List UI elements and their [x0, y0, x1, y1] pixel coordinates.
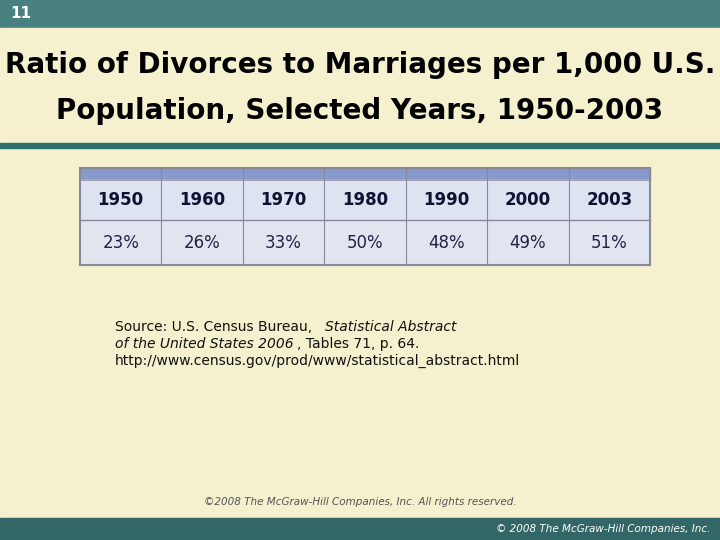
Bar	[0, 0, 720, 28]
Text: Population, Selected Years, 1950-2003: Population, Selected Years, 1950-2003	[56, 97, 664, 125]
Text: 50%: 50%	[347, 233, 383, 252]
Bar	[80, 168, 650, 180]
Text: Statistical Abstract: Statistical Abstract	[325, 320, 456, 334]
Text: 1980: 1980	[342, 191, 388, 209]
Bar	[80, 180, 650, 220]
Text: 2000: 2000	[505, 191, 551, 209]
Text: http://www.census.gov/prod/www/statistical_abstract.html: http://www.census.gov/prod/www/statistic…	[115, 354, 521, 368]
Text: 23%: 23%	[102, 233, 139, 252]
Text: 48%: 48%	[428, 233, 464, 252]
Text: ©2008 The McGraw-Hill Companies, Inc. All rights reserved.: ©2008 The McGraw-Hill Companies, Inc. Al…	[204, 497, 516, 507]
Bar	[80, 220, 650, 265]
Text: © 2008 The McGraw-Hill Companies, Inc.: © 2008 The McGraw-Hill Companies, Inc.	[495, 524, 710, 534]
Text: 1960: 1960	[179, 191, 225, 209]
Text: 1950: 1950	[98, 191, 144, 209]
Bar	[0, 28, 720, 143]
Bar	[80, 168, 650, 265]
Bar	[0, 143, 720, 148]
Bar	[0, 518, 720, 540]
Text: 1970: 1970	[261, 191, 307, 209]
Text: 2003: 2003	[586, 191, 632, 209]
Text: 33%: 33%	[265, 233, 302, 252]
Text: 11: 11	[10, 6, 31, 22]
Text: 26%: 26%	[184, 233, 220, 252]
Text: , Tables 71, p. 64.: , Tables 71, p. 64.	[297, 337, 419, 351]
Text: of the United States 2006: of the United States 2006	[115, 337, 294, 351]
Text: Source: U.S. Census Bureau,: Source: U.S. Census Bureau,	[115, 320, 317, 334]
Text: 51%: 51%	[591, 233, 628, 252]
Text: 1990: 1990	[423, 191, 469, 209]
Text: Ratio of Divorces to Marriages per 1,000 U.S.: Ratio of Divorces to Marriages per 1,000…	[5, 51, 715, 79]
Text: 49%: 49%	[510, 233, 546, 252]
